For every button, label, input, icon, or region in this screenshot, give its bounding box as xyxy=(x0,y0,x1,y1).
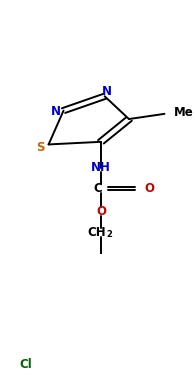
Text: S: S xyxy=(36,141,44,154)
Text: 2: 2 xyxy=(106,230,112,239)
Text: CH: CH xyxy=(87,226,105,239)
Text: O: O xyxy=(96,205,106,218)
Text: NH: NH xyxy=(91,161,111,174)
Text: O: O xyxy=(144,182,154,195)
Text: Me: Me xyxy=(174,106,194,119)
Text: C: C xyxy=(94,182,103,195)
Text: Cl: Cl xyxy=(20,358,33,371)
Text: N: N xyxy=(102,84,112,98)
Text: N: N xyxy=(51,106,61,118)
